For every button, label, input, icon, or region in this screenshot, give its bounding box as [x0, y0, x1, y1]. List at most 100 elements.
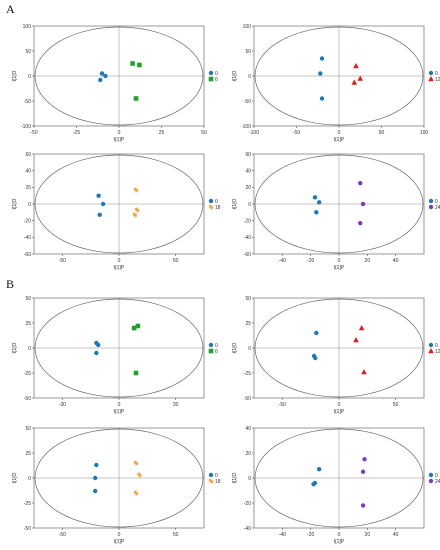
- confidence-ellipse: [254, 428, 424, 528]
- data-point: [133, 460, 139, 466]
- data-point: [361, 369, 367, 375]
- legend-marker: [428, 70, 434, 76]
- x-tick-label: 20: [365, 532, 371, 538]
- legend-label: 24: [435, 479, 440, 485]
- data-point: [362, 457, 367, 462]
- data-point: [132, 212, 138, 218]
- confidence-ellipse: [34, 154, 204, 254]
- x-tick-label: 0: [338, 130, 341, 136]
- data-point: [93, 488, 98, 494]
- legend-label: 6: [215, 77, 218, 83]
- legend-marker: [208, 348, 214, 354]
- y-axis-label: t[1]O: [12, 198, 18, 209]
- legend-label: 18: [215, 205, 221, 211]
- x-tick-label: -50: [30, 130, 37, 136]
- x-axis-label: t[1]P: [114, 137, 125, 143]
- y-axis-label: t[1]O: [232, 342, 238, 353]
- y-tick-label: 0: [28, 202, 31, 208]
- legend-marker: [208, 478, 214, 484]
- y-axis-label: t[1]O: [12, 70, 18, 81]
- data-point: [100, 201, 106, 207]
- y-tick-label: -40: [244, 526, 251, 532]
- data-point: [314, 330, 319, 336]
- y-tick-label: 50: [25, 296, 31, 302]
- data-point: [311, 482, 316, 487]
- x-tick-label: 20: [365, 258, 371, 264]
- y-tick-label: 0: [248, 476, 251, 482]
- y-tick-label: -100: [241, 124, 251, 130]
- data-point: [93, 475, 98, 481]
- x-tick-label: 0: [338, 402, 341, 408]
- data-point: [135, 323, 141, 329]
- data-point: [316, 200, 322, 205]
- y-tick-label: 0: [248, 202, 251, 208]
- data-point: [351, 79, 358, 85]
- data-point: [98, 77, 103, 83]
- x-tick-label: -50: [59, 258, 66, 264]
- data-point: [96, 193, 101, 198]
- y-tick-label: -40: [244, 235, 251, 241]
- x-tick-label: -100: [249, 130, 259, 136]
- section-label-b: B: [6, 277, 15, 291]
- legend-marker: [428, 198, 434, 204]
- x-tick-label: -20: [307, 258, 314, 264]
- legend-label: 6: [215, 349, 218, 355]
- y-tick-label: 0: [248, 346, 251, 352]
- confidence-ellipse: [254, 26, 424, 126]
- y-tick-label: 40: [245, 168, 251, 174]
- y-tick-label: -50: [24, 99, 31, 105]
- x-tick-label: 0: [338, 258, 341, 264]
- y-tick-label: 50: [245, 296, 251, 302]
- y-tick-label: 20: [245, 185, 251, 191]
- legend-marker: [208, 70, 214, 76]
- y-axis-label: t[1]O: [232, 472, 238, 483]
- x-tick-label: 0: [118, 130, 121, 136]
- data-point: [358, 180, 363, 186]
- y-tick-label: -50: [244, 396, 251, 402]
- legend-label: 12: [435, 349, 440, 355]
- y-tick-label: 0: [248, 74, 251, 80]
- legend-label: 0: [435, 71, 438, 77]
- y-tick-label: 60: [245, 152, 251, 158]
- data-point: [360, 201, 366, 207]
- x-axis-label: t[1]P: [334, 265, 345, 271]
- data-point: [131, 325, 137, 331]
- y-tick-label: 40: [25, 168, 31, 174]
- legend-label: 0: [435, 473, 438, 479]
- data-point: [358, 220, 363, 226]
- y-tick-label: 0: [28, 476, 31, 482]
- data-point: [94, 350, 99, 356]
- data-point: [133, 96, 139, 101]
- legend-marker: [208, 76, 214, 82]
- x-tick-label: -25: [73, 130, 80, 136]
- x-axis-label: t[1]P: [114, 539, 125, 545]
- y-axis-label: t[1]O: [12, 342, 18, 353]
- data-point: [358, 325, 365, 331]
- legend-label: 24: [435, 205, 440, 211]
- data-point: [137, 62, 142, 68]
- x-tick-label: 50: [201, 130, 207, 136]
- legend-marker: [208, 204, 214, 210]
- y-tick-label: 20: [25, 185, 31, 191]
- y-tick-label: -50: [244, 99, 251, 105]
- data-point: [357, 75, 364, 81]
- data-point: [312, 195, 318, 200]
- y-tick-label: -50: [24, 396, 31, 402]
- y-tick-label: 25: [245, 321, 251, 327]
- legend-marker: [428, 478, 434, 484]
- x-tick-label: 30: [173, 402, 179, 408]
- legend-label: 0: [435, 199, 438, 205]
- legend-marker: [428, 76, 434, 82]
- y-tick-label: -20: [244, 218, 251, 224]
- data-point: [313, 355, 318, 361]
- y-tick-label: -40: [24, 235, 31, 241]
- x-tick-label: 0: [118, 402, 121, 408]
- x-axis-label: t[1]P: [114, 265, 125, 271]
- y-tick-label: 0: [28, 346, 31, 352]
- data-point: [136, 472, 142, 478]
- y-tick-label: 25: [25, 321, 31, 327]
